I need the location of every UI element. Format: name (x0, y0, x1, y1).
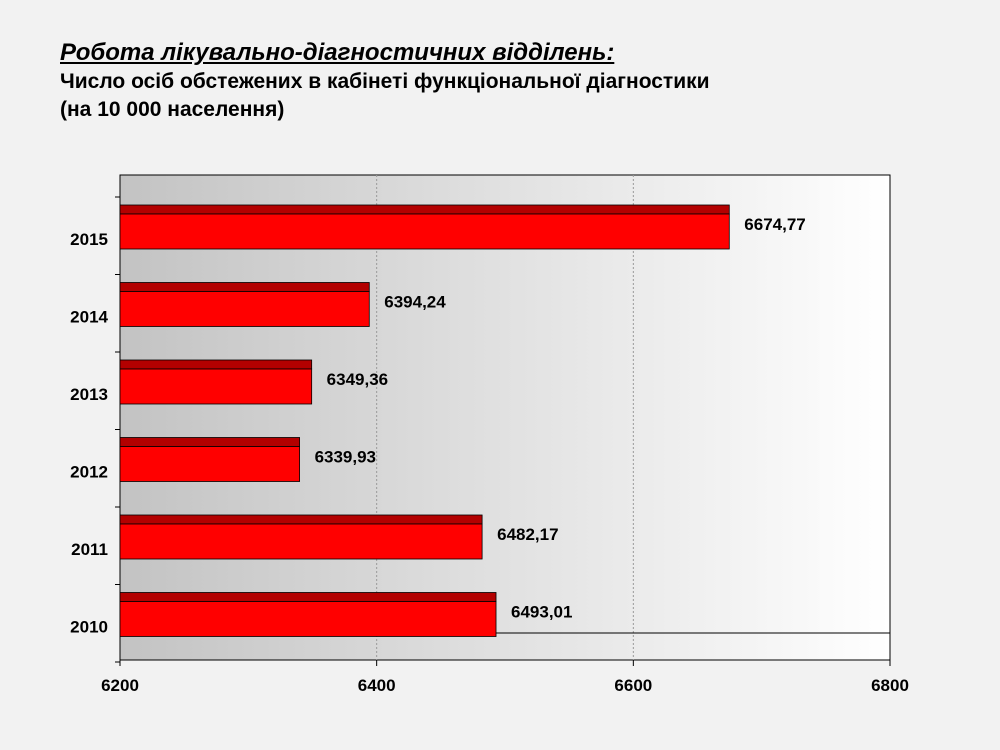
bar-top-2010 (119, 592, 497, 602)
bar-2015 (119, 213, 730, 250)
category-label-2010: 2010 (70, 618, 108, 637)
category-label-2015: 2015 (70, 230, 108, 249)
data-label-2010: 6493,01 (511, 603, 572, 622)
bar-2013 (119, 368, 313, 405)
chart-subtitle-line1: Число осіб обстежених в кабінеті функціо… (60, 70, 710, 93)
chart-subtitle-line2: (на 10 000 населення) (60, 98, 285, 121)
x-tick-label-6400: 6400 (358, 676, 396, 695)
data-label-2013: 6349,36 (327, 370, 388, 389)
bar-top-2012 (119, 437, 300, 447)
bar-top-2015 (119, 204, 730, 215)
data-label-2014: 6394,24 (384, 293, 446, 312)
data-label-2011: 6482,17 (497, 525, 558, 544)
x-tick-label-6600: 6600 (614, 676, 652, 695)
bar-top-2011 (119, 514, 483, 525)
data-label-2015: 6674,77 (744, 215, 805, 234)
category-label-2012: 2012 (70, 463, 108, 482)
category-label-2013: 2013 (70, 385, 108, 404)
bar-top-2014 (119, 282, 370, 292)
x-tick-label-6800: 6800 (871, 676, 909, 695)
bar-2010 (119, 601, 497, 637)
bar-top-2013 (119, 359, 313, 370)
plot-area (119, 174, 891, 661)
title-block: Робота лікувально-діагностичних відділен… (60, 38, 710, 124)
category-label-2014: 2014 (70, 308, 108, 327)
chart-title: Робота лікувально-діагностичних відділен… (60, 39, 615, 66)
bar-2011 (119, 523, 483, 560)
bar-2014 (119, 291, 370, 327)
x-tick-label-6200: 6200 (101, 676, 139, 695)
category-label-2011: 2011 (71, 540, 108, 559)
data-label-2012: 6339,93 (315, 448, 376, 467)
bar-2012 (119, 446, 300, 482)
